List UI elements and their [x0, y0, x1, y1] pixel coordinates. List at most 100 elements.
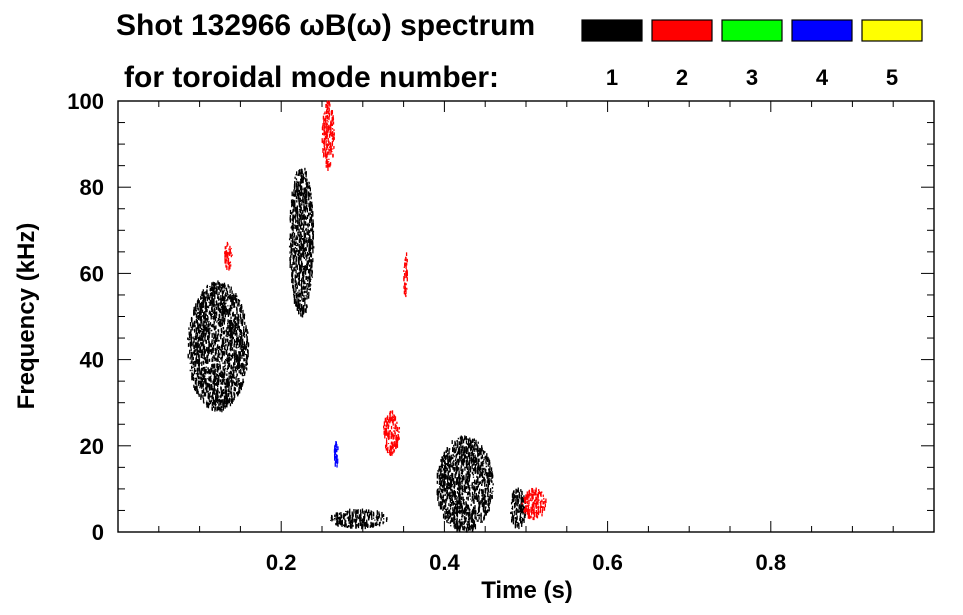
- spectrum-speck: [474, 483, 476, 485]
- spectrum-speck: [224, 348, 226, 351]
- spectrum-speck: [206, 296, 208, 299]
- spectrum-speck: [228, 362, 231, 368]
- mode-2-blob-1: [224, 241, 233, 271]
- spectrum-speck: [217, 381, 220, 385]
- spectrum-speck: [341, 520, 343, 522]
- spectrum-speck: [221, 312, 223, 317]
- spectrum-speck: [467, 438, 470, 444]
- spectrum-speck: [441, 459, 443, 463]
- spectrum-speck: [197, 372, 199, 376]
- spectrum-speck: [455, 446, 457, 451]
- spectrum-speck: [190, 361, 192, 364]
- spectrum-speck: [473, 452, 475, 454]
- spectrum-speck: [221, 393, 223, 395]
- spectrum-speck: [304, 187, 306, 192]
- spectrum-speck: [297, 224, 299, 228]
- spectrum-speck: [486, 475, 488, 479]
- spectrum-speck: [453, 495, 455, 497]
- spectrum-speck: [452, 479, 455, 485]
- spectrum-speck: [487, 485, 489, 488]
- spectrum-speck: [291, 222, 294, 225]
- spectrum-speck: [197, 345, 199, 349]
- spectrum-speck: [479, 452, 481, 456]
- spectrum-speck: [397, 427, 399, 432]
- spectrum-speck: [324, 147, 326, 151]
- spectrum-speck: [450, 525, 452, 527]
- spectrum-speck: [366, 521, 368, 525]
- spectrum-speck: [328, 143, 330, 146]
- spectrum-speck: [291, 273, 294, 277]
- spectrum-speck: [239, 348, 241, 350]
- spectrum-speck: [232, 330, 234, 333]
- spectrum-speck: [312, 240, 314, 244]
- spectrum-speck: [529, 509, 531, 513]
- spectrum-speck: [474, 488, 476, 493]
- spectrum-speck: [307, 191, 310, 197]
- spectrum-speck: [307, 231, 309, 233]
- spectrum-speck: [195, 364, 197, 366]
- spectrum-speck: [220, 345, 223, 349]
- spectrum-speck: [441, 500, 443, 506]
- spectrum-speck: [459, 509, 461, 515]
- spectrum-speck: [225, 400, 227, 404]
- spectrum-speck: [383, 521, 385, 524]
- spectrum-speck: [201, 292, 203, 297]
- spectrum-speck: [231, 334, 234, 339]
- spectrum-speck: [309, 205, 312, 211]
- spectrum-speck: [290, 248, 293, 254]
- spectrum-speck: [323, 113, 325, 115]
- spectrum-speck: [238, 388, 240, 394]
- spectrum-speck: [452, 501, 454, 506]
- y-tick-label: 60: [80, 261, 104, 286]
- spectrum-speck: [240, 385, 242, 391]
- spectrum-speck: [192, 322, 194, 324]
- spectrum-speck: [457, 458, 459, 462]
- spectrum-speck: [351, 524, 353, 529]
- spectrum-speck: [298, 213, 301, 218]
- spectrum-speck: [301, 201, 303, 204]
- spectrum-speck: [297, 242, 299, 247]
- spectrum-speck: [302, 218, 304, 221]
- spectrum-speck: [212, 371, 215, 375]
- spectrum-speck: [215, 368, 217, 372]
- spectrum-speck: [214, 368, 216, 371]
- spectrum-speck: [537, 500, 539, 506]
- spectrum-speck: [238, 370, 240, 374]
- spectrum-speck: [224, 345, 226, 349]
- spectrum-speck: [328, 133, 331, 138]
- spectrum-speck: [193, 306, 195, 311]
- spectrum-speck: [481, 520, 483, 523]
- spectrum-speck: [212, 399, 214, 401]
- spectrum-speck: [527, 495, 529, 500]
- spectrum-speck: [289, 262, 292, 264]
- spectrum-speck: [221, 352, 223, 356]
- spectrum-speck: [226, 255, 228, 260]
- spectrum-speck: [447, 522, 449, 524]
- spectrum-speck: [378, 511, 380, 515]
- spectrum-speck: [226, 309, 229, 314]
- spectrum-speck: [295, 206, 297, 211]
- spectrum-speck: [442, 499, 444, 503]
- spectrum-speck: [306, 243, 308, 248]
- spectrum-speck: [207, 337, 209, 341]
- spectrum-speck: [295, 251, 297, 253]
- spectrum-speck: [200, 302, 202, 306]
- spectrum-speck: [195, 380, 197, 386]
- spectrum-speck: [190, 333, 192, 338]
- spectrum-speck: [305, 265, 307, 269]
- spectrum-speck: [196, 312, 198, 315]
- spectrum-speck: [466, 478, 468, 482]
- spectrum-speck: [219, 287, 221, 291]
- spectrum-speck: [464, 487, 466, 491]
- spectrum-speck: [196, 352, 198, 357]
- spectrum-speck: [472, 493, 474, 496]
- spectrum-speck: [236, 392, 239, 396]
- spectrum-speck: [530, 494, 533, 496]
- spectrum-speck: [240, 319, 242, 324]
- spectrum-speck: [338, 516, 340, 520]
- spectrum-speck: [398, 431, 400, 434]
- spectrum-speck: [200, 317, 202, 322]
- spectrum-speck: [241, 362, 244, 367]
- spectrum-speck: [311, 271, 313, 276]
- spectrum-speck: [215, 390, 218, 395]
